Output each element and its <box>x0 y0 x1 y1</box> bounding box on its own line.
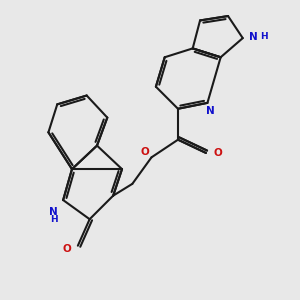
Text: N: N <box>49 206 58 217</box>
Text: H: H <box>260 32 268 41</box>
Text: N: N <box>206 106 215 116</box>
Text: O: O <box>213 148 222 158</box>
Text: N: N <box>249 32 258 42</box>
Text: O: O <box>63 244 71 254</box>
Text: H: H <box>50 215 58 224</box>
Text: O: O <box>140 147 149 157</box>
